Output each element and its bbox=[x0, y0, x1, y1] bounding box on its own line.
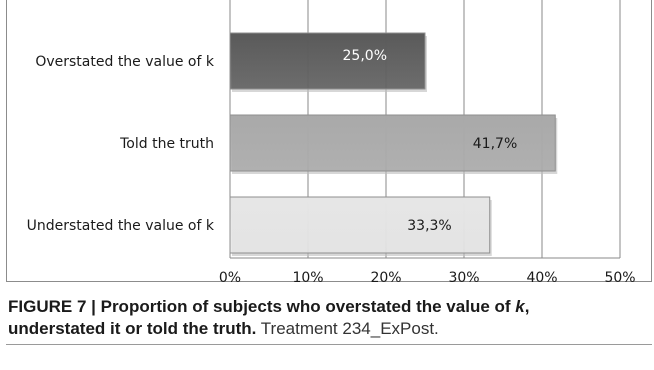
data-label: 25,0% bbox=[343, 48, 387, 64]
category-label: Understated the value of k bbox=[27, 218, 215, 234]
figure-caption: FIGURE 7 | Proportion of subjects who ov… bbox=[8, 296, 648, 340]
x-tick-label: 50% bbox=[604, 270, 635, 286]
data-label: 33,3% bbox=[407, 218, 451, 234]
x-tick-label: 40% bbox=[526, 270, 557, 286]
x-tick-label: 20% bbox=[370, 270, 401, 286]
category-label: Told the truth bbox=[119, 136, 214, 152]
bar-chart: 0% 10% 20% 30% 40% 50% Overstated the value of… bbox=[27, 0, 636, 286]
x-tick-label: 10% bbox=[292, 270, 323, 286]
bar bbox=[229, 32, 426, 90]
caption-rule bbox=[6, 344, 652, 345]
caption-note: Treatment 234_ExPost. bbox=[256, 319, 439, 338]
category-label: Overstated the value of k bbox=[35, 54, 215, 70]
data-label: 41,7% bbox=[473, 136, 517, 152]
x-tick-label: 0% bbox=[219, 270, 241, 286]
x-tick-label: 30% bbox=[448, 270, 479, 286]
bar bbox=[229, 196, 491, 254]
caption-title: FIGURE 7 | Proportion of subjects who ov… bbox=[8, 297, 530, 338]
bar bbox=[229, 114, 556, 172]
